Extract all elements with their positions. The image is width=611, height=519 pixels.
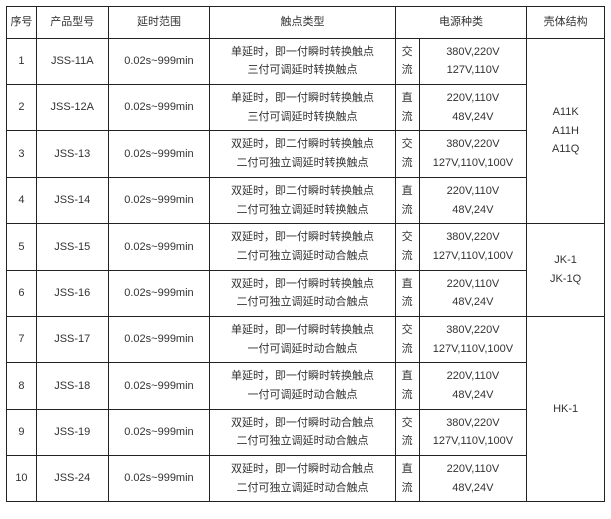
cell-ptype: 交流 [395, 316, 419, 362]
cell-seq: 4 [7, 177, 37, 223]
cell-contact: 双延时，即一付瞬时动合触点二付可独立调延时动合触点 [210, 456, 395, 502]
cell-delay: 0.02s~999min [108, 224, 210, 270]
product-spec-table: 序号 产品型号 延时范围 触点类型 电源种类 壳体结构 1JSS-11A0.02… [6, 6, 605, 502]
cell-contact: 双延时，即一付瞬时转换触点二付可独立调延时动合触点 [210, 224, 395, 270]
cell-seq: 7 [7, 316, 37, 362]
cell-model: JSS-13 [36, 131, 108, 177]
table-row: 5JSS-150.02s~999min双延时，即一付瞬时转换触点二付可独立调延时… [7, 224, 605, 270]
cell-contact: 单延时，即一付瞬时转换触点三付可调延时转换触点 [210, 85, 395, 131]
header-delay: 延时范围 [108, 7, 210, 39]
cell-ptype: 直流 [395, 456, 419, 502]
cell-seq: 9 [7, 409, 37, 455]
cell-ptype: 直流 [395, 363, 419, 409]
cell-ptype: 直流 [395, 85, 419, 131]
cell-ptype: 直流 [395, 177, 419, 223]
cell-volt: 380V,220V127V,110V,100V [419, 131, 527, 177]
cell-ptype: 交流 [395, 409, 419, 455]
cell-volt: 220V,110V48V,24V [419, 270, 527, 316]
table-row: 4JSS-140.02s~999min双延时，即二付瞬时转换触点二付可独立调延时… [7, 177, 605, 223]
cell-seq: 8 [7, 363, 37, 409]
cell-ptype: 交流 [395, 224, 419, 270]
cell-volt: 380V,220V127V,110V,100V [419, 409, 527, 455]
cell-ptype: 交流 [395, 131, 419, 177]
cell-ptype: 交流 [395, 38, 419, 84]
header-power: 电源种类 [395, 7, 527, 39]
cell-seq: 5 [7, 224, 37, 270]
cell-volt: 380V,220V127V,110V,100V [419, 224, 527, 270]
cell-volt: 380V,220V127V,110V [419, 38, 527, 84]
cell-contact: 单延时，即一付瞬时转换触点一付可调延时动合触点 [210, 363, 395, 409]
cell-model: JSS-14 [36, 177, 108, 223]
cell-seq: 3 [7, 131, 37, 177]
cell-volt: 380V,220V127V,110V,100V [419, 316, 527, 362]
cell-delay: 0.02s~999min [108, 38, 210, 84]
cell-contact: 单延时，即一付瞬时转换触点一付可调延时动合触点 [210, 316, 395, 362]
cell-delay: 0.02s~999min [108, 270, 210, 316]
cell-volt: 220V,110V48V,24V [419, 177, 527, 223]
table-row: 2JSS-12A0.02s~999min单延时，即一付瞬时转换触点三付可调延时转… [7, 85, 605, 131]
cell-contact: 双延时，即二付瞬时转换触点二付可独立调延时转换触点 [210, 177, 395, 223]
cell-volt: 220V,110V48V,24V [419, 456, 527, 502]
cell-model: JSS-18 [36, 363, 108, 409]
table-row: 1JSS-11A0.02s~999min单延时，即一付瞬时转换触点三付可调延时转… [7, 38, 605, 84]
cell-volt: 220V,110V48V,24V [419, 85, 527, 131]
cell-delay: 0.02s~999min [108, 131, 210, 177]
cell-shell: HK-1 [527, 316, 605, 502]
header-contact: 触点类型 [210, 7, 395, 39]
cell-model: JSS-11A [36, 38, 108, 84]
table-row: 8JSS-180.02s~999min单延时，即一付瞬时转换触点一付可调延时动合… [7, 363, 605, 409]
header-shell: 壳体结构 [527, 7, 605, 39]
header-row: 序号 产品型号 延时范围 触点类型 电源种类 壳体结构 [7, 7, 605, 39]
cell-contact: 双延时，即一付瞬时转换触点二付可独立调延时动合触点 [210, 270, 395, 316]
cell-contact: 双延时，即二付瞬时转换触点二付可独立调延时转换触点 [210, 131, 395, 177]
cell-shell: A11KA11HA11Q [527, 38, 605, 224]
table-row: 6JSS-160.02s~999min双延时，即一付瞬时转换触点二付可独立调延时… [7, 270, 605, 316]
cell-model: JSS-16 [36, 270, 108, 316]
cell-delay: 0.02s~999min [108, 363, 210, 409]
cell-model: JSS-12A [36, 85, 108, 131]
cell-contact: 单延时，即一付瞬时转换触点三付可调延时转换触点 [210, 38, 395, 84]
table-row: 3JSS-130.02s~999min双延时，即二付瞬时转换触点二付可独立调延时… [7, 131, 605, 177]
cell-delay: 0.02s~999min [108, 177, 210, 223]
cell-model: JSS-24 [36, 456, 108, 502]
cell-seq: 1 [7, 38, 37, 84]
cell-volt: 220V,110V48V,24V [419, 363, 527, 409]
cell-shell: JK-1JK-1Q [527, 224, 605, 317]
table-row: 10JSS-240.02s~999min双延时，即一付瞬时动合触点二付可独立调延… [7, 456, 605, 502]
cell-delay: 0.02s~999min [108, 409, 210, 455]
cell-seq: 10 [7, 456, 37, 502]
cell-delay: 0.02s~999min [108, 85, 210, 131]
table-row: 9JSS-190.02s~999min双延时，即一付瞬时动合触点二付可独立调延时… [7, 409, 605, 455]
cell-model: JSS-15 [36, 224, 108, 270]
header-model: 产品型号 [36, 7, 108, 39]
cell-ptype: 直流 [395, 270, 419, 316]
cell-model: JSS-17 [36, 316, 108, 362]
cell-delay: 0.02s~999min [108, 456, 210, 502]
cell-seq: 6 [7, 270, 37, 316]
table-row: 7JSS-170.02s~999min单延时，即一付瞬时转换触点一付可调延时动合… [7, 316, 605, 362]
cell-delay: 0.02s~999min [108, 316, 210, 362]
header-seq: 序号 [7, 7, 37, 39]
cell-seq: 2 [7, 85, 37, 131]
cell-contact: 双延时，即一付瞬时动合触点二付可独立调延时动合触点 [210, 409, 395, 455]
cell-model: JSS-19 [36, 409, 108, 455]
